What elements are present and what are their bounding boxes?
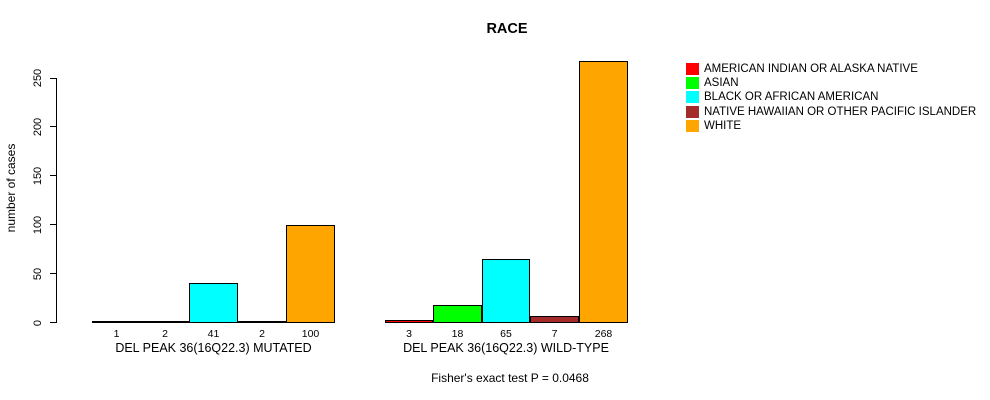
y-tick-mark [50,273,57,275]
y-tick-mark [50,322,57,323]
legend-label: BLACK OR AFRICAN AMERICAN [704,91,879,104]
y-tick-label: 50 [32,267,44,280]
group-label-mutated: DEL PEAK 36(16Q22.3) MUTATED [115,341,312,355]
bar-value-label: 18 [451,328,464,340]
y-tick-mark [50,126,57,128]
bar-white [286,225,335,323]
bar-asian [141,321,189,323]
y-tick-label: 150 [32,166,44,185]
legend-row: NATIVE HAWAIIAN OR OTHER PACIFIC ISLANDE… [686,105,976,119]
legend-row: AMERICAN INDIAN OR ALASKA NATIVE [686,62,976,76]
y-tick-label: 200 [32,117,44,137]
legend-swatch [686,105,699,118]
legend-swatch [686,63,699,76]
fisher-test-annotation: Fisher's exact test P = 0.0468 [431,371,589,385]
bar-value-label: 1 [113,328,120,340]
legend-label: AMERICAN INDIAN OR ALASKA NATIVE [704,63,918,76]
bar-value-label: 268 [594,328,613,340]
chart-title: RACE [486,21,528,37]
group-label-wild-type: DEL PEAK 36(16Q22.3) WILD-TYPE [403,341,609,355]
y-tick-label: 0 [32,319,44,326]
bar-value-label: 100 [301,328,320,340]
y-tick-mark [50,77,57,79]
bar-value-label: 3 [406,328,412,340]
y-axis-line [56,78,57,323]
bar-asian [433,305,482,323]
bar-american-indian-or-alaska-native [385,320,433,323]
bar-value-label: 2 [259,328,265,340]
bar-value-label: 65 [500,328,512,340]
bar-value-label: 7 [551,328,558,340]
bar-native-hawaiian-or-other-pacific-islander [238,321,286,323]
bar-american-indian-or-alaska-native [92,321,141,323]
legend-swatch [686,91,699,104]
legend-row: BLACK OR AFRICAN AMERICAN [686,90,976,104]
y-tick-label: 250 [32,68,44,88]
bar-black-or-african-american [482,259,530,323]
bar-value-label: 2 [162,328,168,340]
y-tick-mark [50,175,57,177]
bar-white [579,61,628,323]
legend-swatch [686,77,699,90]
legend-swatch [686,119,699,132]
legend-row: ASIAN [686,76,976,90]
y-axis-label: number of cases [4,143,18,233]
y-tick-label: 100 [32,215,44,234]
bar-value-label: 41 [207,328,220,340]
legend-label: ASIAN [704,77,739,90]
bar-black-or-african-american [189,283,238,323]
legend-label: WHITE [704,119,742,132]
legend-row: WHITE [686,119,976,133]
y-tick-mark [50,224,57,226]
bar-native-hawaiian-or-other-pacific-islander [530,316,579,323]
legend: AMERICAN INDIAN OR ALASKA NATIVE ASIAN BLA… [686,62,976,133]
legend-label: NATIVE HAWAIIAN OR OTHER PACIFIC ISLANDE… [704,105,977,118]
